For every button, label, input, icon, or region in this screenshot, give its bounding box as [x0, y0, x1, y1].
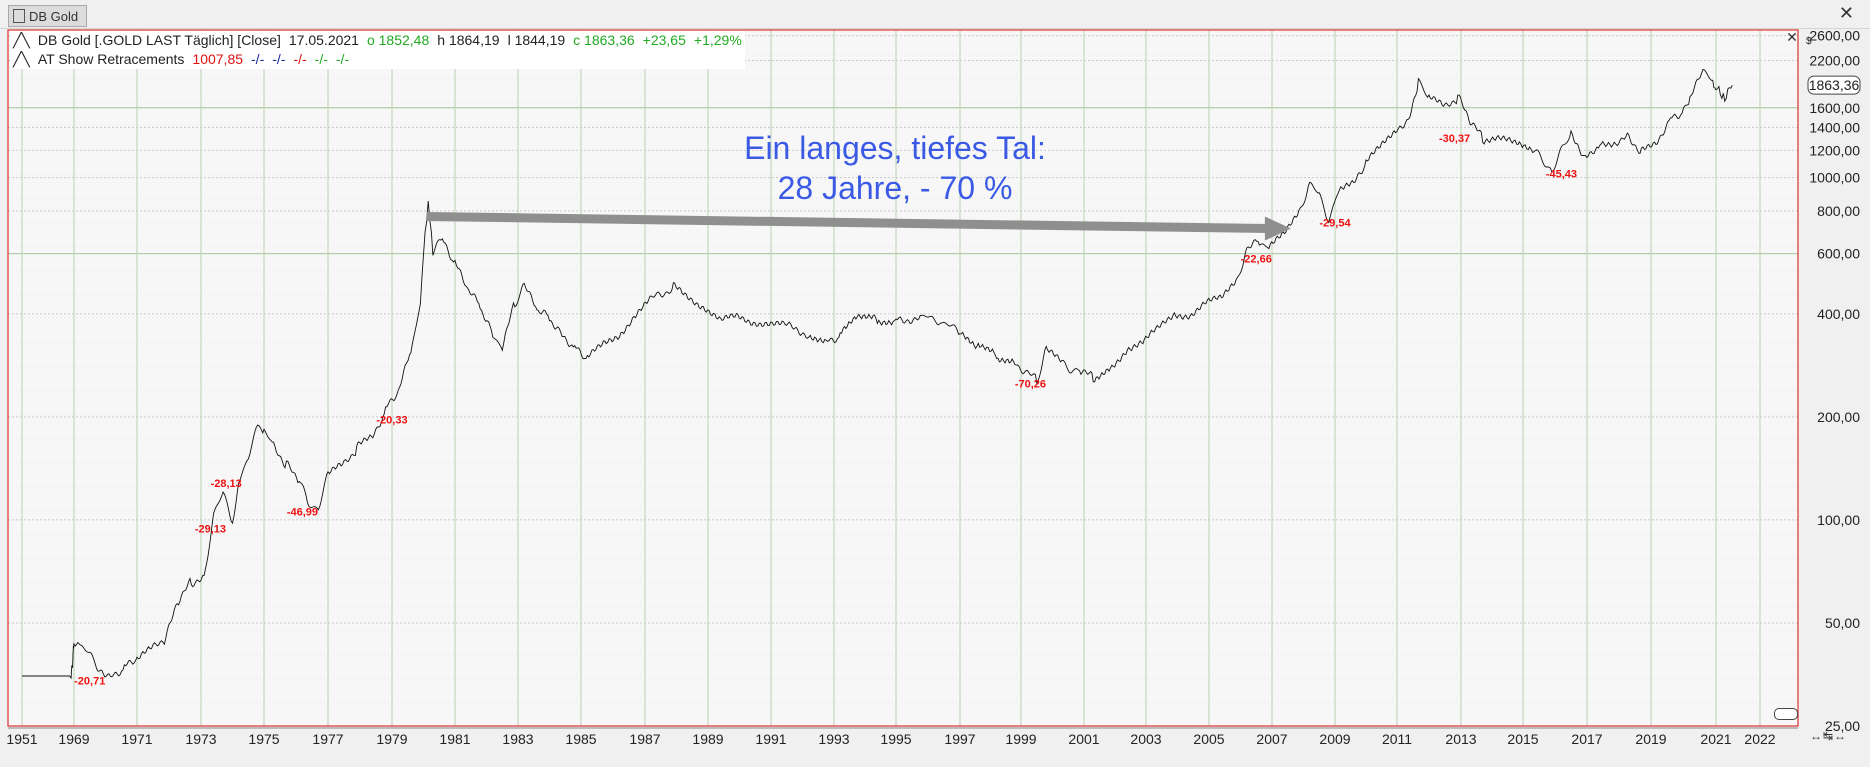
- legend-series-name: DB Gold [.GOLD LAST Täglich] [Close]: [37, 32, 281, 48]
- tab-label: DB Gold: [29, 8, 79, 24]
- current-price-label: 1863,36: [1809, 77, 1860, 93]
- x-tick-label: 1997: [944, 731, 975, 747]
- x-tick-label: 2019: [1635, 731, 1666, 747]
- indicator-icon: ╱╲: [13, 51, 30, 67]
- legend-open: o 1852,48: [366, 32, 430, 48]
- window-titlebar: DB Gold ✕: [0, 0, 1870, 29]
- x-tick-label: 2017: [1571, 731, 1602, 747]
- legend-indicator-row[interactable]: ╱╲ AT Show Retracements 1007,85 -/- -/- …: [10, 50, 745, 69]
- navigation-icons[interactable]: ↔↹↔: [1810, 729, 1848, 743]
- y-tick-label: 1200,00: [1809, 143, 1860, 159]
- y-tick-label: 50,00: [1825, 615, 1860, 631]
- arrow-shaft: [426, 211, 1269, 234]
- x-tick-label: 1951: [6, 731, 37, 747]
- panel-close-icon[interactable]: ✕: [1786, 29, 1798, 45]
- legend-close: c 1863,36: [573, 32, 635, 48]
- retracement-label: -20,71: [74, 676, 105, 688]
- x-tick-label: 1983: [502, 731, 533, 747]
- y-tick-label: 1000,00: [1809, 170, 1860, 186]
- retracement-label: -45,43: [1546, 169, 1577, 181]
- x-tick-label: 1973: [185, 731, 216, 747]
- chart-tab[interactable]: DB Gold: [8, 5, 88, 27]
- scroll-handle-icon[interactable]: [1774, 708, 1798, 720]
- x-tick-label: 2003: [1130, 731, 1161, 747]
- x-tick-label: 2001: [1068, 731, 1099, 747]
- legend-low: l 1844,19: [507, 32, 566, 48]
- x-tick-label: 2005: [1193, 731, 1224, 747]
- plot-border: [7, 29, 1799, 727]
- y-tick-label: 2200,00: [1809, 52, 1860, 68]
- legend-change: +23,65: [642, 32, 686, 48]
- annotation-line-2: 28 Jahre, - 70 %: [777, 170, 1013, 206]
- retracement-label: -70,26: [1015, 378, 1046, 390]
- legend-tag: -/-: [314, 51, 328, 67]
- y-tick-label: 800,00: [1817, 203, 1860, 219]
- retracement-label: -29,54: [1319, 217, 1351, 229]
- legend-tag: -/-: [335, 51, 350, 67]
- chart-icon: [13, 9, 25, 23]
- axis-unit-label: $: [1806, 36, 1812, 47]
- current-price-badge: [1807, 75, 1861, 95]
- legend-indicator-name: AT Show Retracements: [37, 51, 185, 67]
- retracement-label: -46,99: [287, 507, 318, 519]
- retracement-label: -20,33: [376, 415, 407, 427]
- x-tick-label: 1989: [692, 731, 723, 747]
- chart-annotation: Ein langes, tiefes Tal: 28 Jahre, - 70 %: [700, 128, 1090, 208]
- price-series-line[interactable]: [22, 68, 1733, 680]
- legend-tag: -/-: [272, 51, 286, 67]
- x-tick-label: 1995: [880, 731, 911, 747]
- x-tick-label: 2011: [1382, 731, 1412, 747]
- annotation-line-1: Ein langes, tiefes Tal:: [744, 130, 1046, 166]
- x-tick-label: 1991: [755, 731, 786, 747]
- x-tick-label: 2021: [1700, 731, 1731, 747]
- legend-date: 17.05.2021: [288, 32, 359, 48]
- x-tick-label: 2022: [1744, 731, 1775, 747]
- x-tick-label: 1971: [121, 731, 152, 747]
- x-tick-label: 2009: [1319, 731, 1350, 747]
- legend-high: h 1864,19: [437, 32, 500, 48]
- y-tick-label: 600,00: [1817, 246, 1860, 262]
- x-tick-label: 1999: [1005, 731, 1036, 747]
- retracement-label: -30,37: [1439, 133, 1470, 145]
- retracement-label: -22,66: [1241, 254, 1272, 266]
- legend-change-pct: +1,29%: [693, 32, 742, 48]
- price-chart[interactable]: 25,00 50,00 100,00 200,00 400,00 600,00 800,00…: [0, 28, 1870, 762]
- x-tick-label: 2013: [1445, 731, 1476, 747]
- x-tick-label: 1981: [439, 731, 470, 747]
- chart-area[interactable]: 25,00 50,00 100,00 200,00 400,00 600,00 800,00…: [0, 28, 1870, 762]
- x-tick-label: 1979: [376, 731, 407, 747]
- y-tick-label: 400,00: [1817, 306, 1860, 322]
- retracement-label: -29,13: [195, 523, 226, 535]
- y-tick-label: 2600,00: [1809, 28, 1860, 44]
- legend-price-row[interactable]: ╱╲ DB Gold [.GOLD LAST Täglich] [Close] …: [10, 31, 745, 50]
- plot-background: [8, 30, 1798, 726]
- y-tick-label: 1400,00: [1809, 120, 1860, 136]
- x-tick-label: 1975: [248, 731, 279, 747]
- x-tick-label: 1969: [58, 731, 89, 747]
- retracement-label: -28,13: [211, 478, 242, 490]
- y-tick-label: 25,00: [1825, 718, 1860, 734]
- legend-tag: -/-: [251, 51, 265, 67]
- arrow-head: [1264, 216, 1291, 241]
- y-tick-label: 100,00: [1817, 512, 1860, 528]
- x-tick-label: 1987: [629, 731, 660, 747]
- legend-tag: -/-: [293, 51, 307, 67]
- legend-indicator-value: 1007,85: [192, 51, 244, 67]
- x-tick-label: 2007: [1256, 731, 1287, 747]
- x-tick-label: 1993: [818, 731, 849, 747]
- x-tick-label: 1977: [312, 731, 343, 747]
- x-tick-label: 2015: [1507, 731, 1538, 747]
- line-icon: ╱╲: [13, 32, 30, 48]
- y-tick-label: 200,00: [1817, 409, 1860, 425]
- y-tick-label: 1600,00: [1809, 100, 1860, 116]
- close-window-icon[interactable]: ✕: [1838, 3, 1854, 23]
- x-tick-label: 1985: [565, 731, 596, 747]
- legend: ╱╲ DB Gold [.GOLD LAST Täglich] [Close] …: [10, 31, 745, 69]
